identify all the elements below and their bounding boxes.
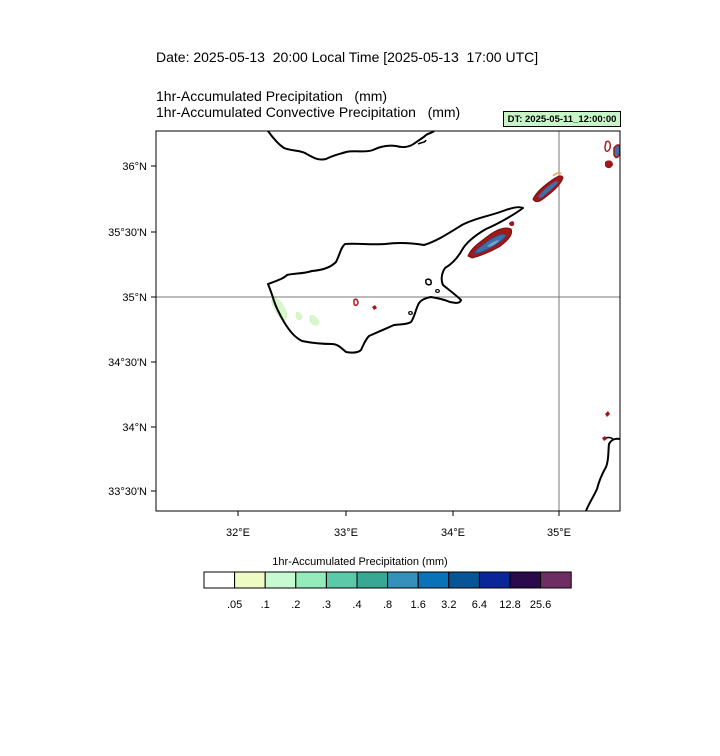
colorbar-swatch: [417, 571, 450, 589]
colorbar-label: .8: [383, 599, 392, 611]
turkey-coastline: [267, 131, 435, 161]
colorbar-label: .2: [291, 599, 300, 611]
islet-3: [408, 311, 413, 315]
cyprus-coastline: [267, 206, 524, 354]
colorbar-label: .4: [352, 599, 361, 611]
colorbar-swatch: [234, 571, 266, 589]
colorbar-swatch: [509, 571, 542, 589]
dt-badge: DT: 2025-05-11_12:00:00: [503, 111, 621, 127]
colorbar-swatch: [478, 571, 511, 589]
lon-label-34: 34°E: [441, 527, 465, 539]
colorbar-label: 3.2: [441, 599, 456, 611]
colorbar-swatch: [540, 571, 572, 589]
colorbar-label: 1.6: [411, 599, 426, 611]
lon-label-33: 33°E: [334, 527, 358, 539]
date-title: Date: 2025-05-13 20:00 Local Time [2025-…: [156, 49, 539, 65]
colorbar-swatch: [325, 571, 358, 589]
colorbar-swatch: [295, 571, 327, 589]
levant-coastline: [585, 437, 620, 511]
lon-label-35: 35°E: [547, 527, 571, 539]
lat-label-34: 34°N: [122, 422, 147, 434]
colorbar-label: 12.8: [499, 599, 520, 611]
colorbar-label: .05: [227, 599, 242, 611]
convective-precip-title: 1hr-Accumulated Convective Precipitation…: [156, 104, 461, 120]
lon-label-32: 32°E: [226, 527, 250, 539]
colorbar-swatch: [203, 571, 236, 589]
lon-axis: 32°E 33°E 34°E 35°E: [226, 511, 571, 539]
levant-coast-top: [605, 436, 615, 441]
colorbar-label: 6.4: [472, 599, 487, 611]
colorbar-swatch: [356, 571, 389, 589]
colorbar-title: 1hr-Accumulated Precipitation (mm): [272, 556, 448, 568]
lat-label-35-30: 35°30'N: [108, 227, 147, 239]
map-frame: [155, 130, 621, 512]
lat-label-36: 36°N: [122, 161, 147, 173]
colorbar-swatch: [387, 571, 419, 589]
convective-cells: [353, 140, 620, 441]
lat-label-33-30: 33°30'N: [108, 486, 147, 498]
islet: [425, 278, 432, 286]
lat-label-35: 35°N: [122, 292, 147, 304]
precip-title: 1hr-Accumulated Precipitation (mm): [156, 88, 388, 104]
colorbar-swatch: [264, 571, 297, 589]
lat-axis: 36°N 35°30'N 35°N 34°30'N 34°N 33°30'N: [108, 161, 156, 498]
colorbar-label: .1: [261, 599, 270, 611]
lat-label-34-30: 34°30'N: [108, 357, 147, 369]
colorbar-label: .3: [322, 599, 331, 611]
colorbar-swatch: [448, 571, 480, 589]
turkey-coast-fragment: [417, 139, 427, 145]
colorbar-label: 25.6: [530, 599, 551, 611]
islet-2: [435, 289, 440, 293]
